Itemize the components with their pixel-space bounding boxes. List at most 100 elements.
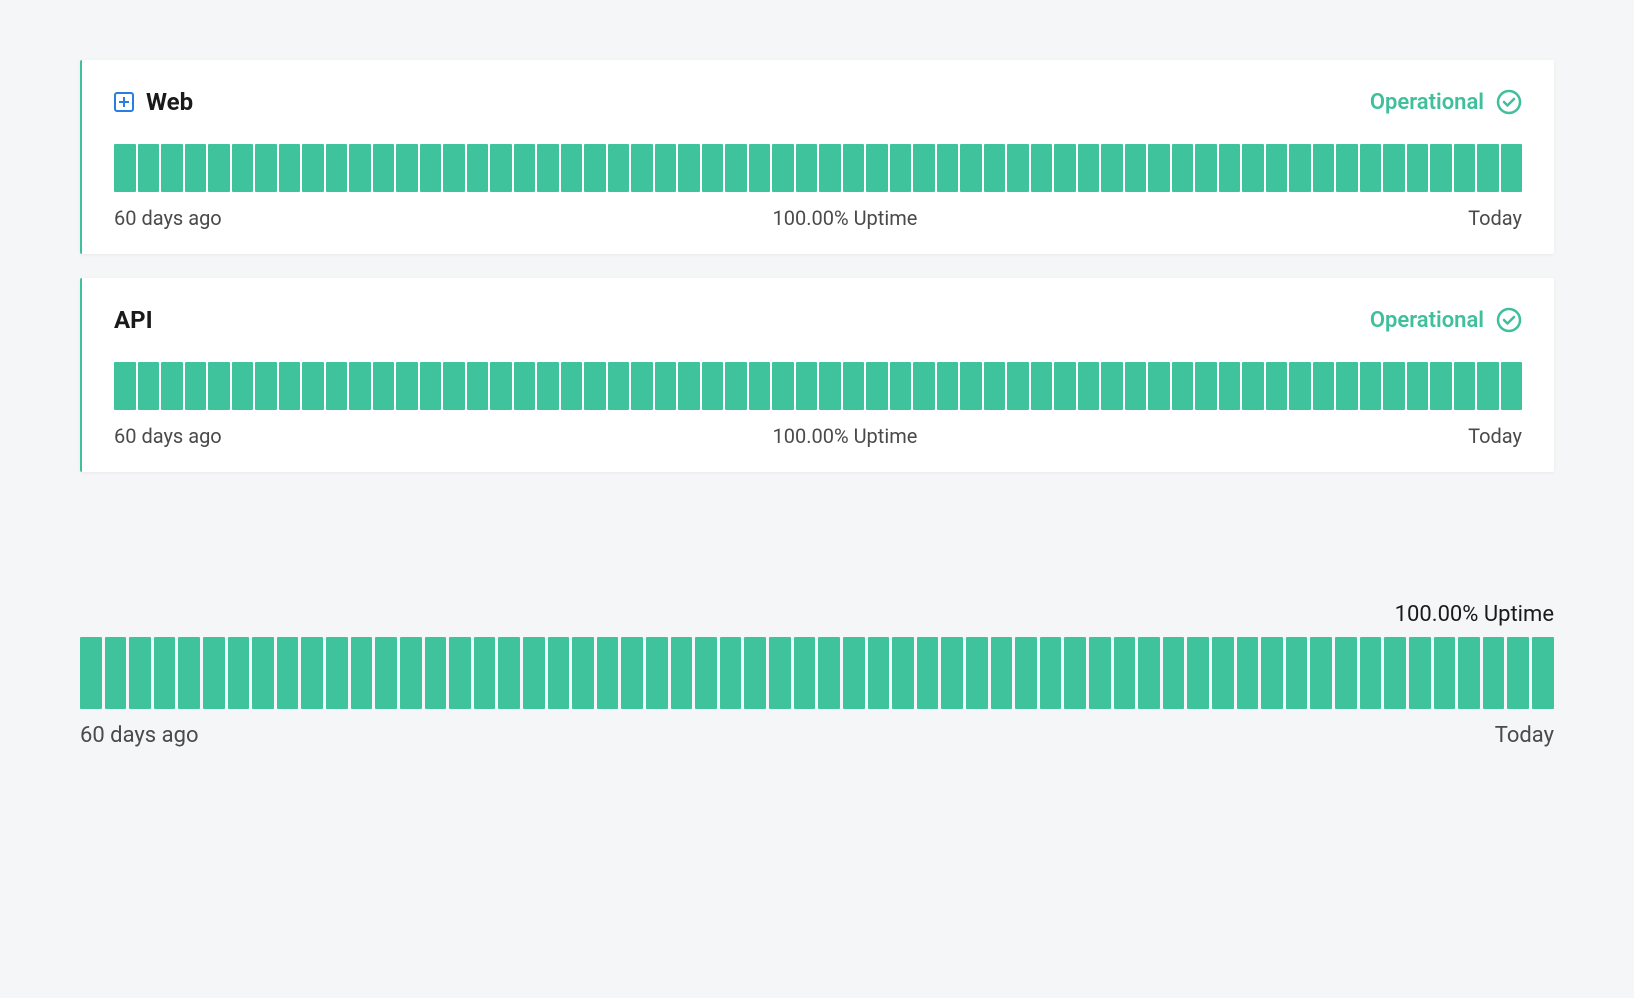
uptime-bar[interactable]: [302, 362, 324, 410]
uptime-bar[interactable]: [843, 362, 865, 410]
uptime-bar[interactable]: [138, 144, 160, 192]
uptime-bar[interactable]: [277, 637, 299, 709]
uptime-bar[interactable]: [819, 362, 841, 410]
uptime-bar[interactable]: [467, 362, 489, 410]
uptime-bar[interactable]: [984, 362, 1006, 410]
uptime-bar[interactable]: [537, 144, 559, 192]
uptime-bar[interactable]: [1125, 362, 1147, 410]
uptime-bar[interactable]: [725, 362, 747, 410]
uptime-bar[interactable]: [1313, 362, 1335, 410]
uptime-bar[interactable]: [1335, 637, 1357, 709]
uptime-bar[interactable]: [396, 362, 418, 410]
uptime-bar[interactable]: [255, 144, 277, 192]
uptime-bar[interactable]: [1031, 144, 1053, 192]
uptime-bar[interactable]: [301, 637, 323, 709]
uptime-bar[interactable]: [1336, 144, 1358, 192]
uptime-bar[interactable]: [514, 362, 536, 410]
uptime-bar[interactable]: [1237, 637, 1259, 709]
uptime-bar[interactable]: [772, 362, 794, 410]
uptime-bar[interactable]: [228, 637, 250, 709]
uptime-bar[interactable]: [420, 362, 442, 410]
uptime-bar[interactable]: [1430, 144, 1452, 192]
uptime-bar[interactable]: [1101, 362, 1123, 410]
uptime-bar[interactable]: [1434, 637, 1456, 709]
uptime-bar[interactable]: [1015, 637, 1037, 709]
uptime-bar[interactable]: [1125, 144, 1147, 192]
uptime-bar[interactable]: [843, 637, 865, 709]
uptime-bar[interactable]: [1289, 144, 1311, 192]
uptime-bar[interactable]: [161, 144, 183, 192]
uptime-bar[interactable]: [796, 144, 818, 192]
uptime-bar[interactable]: [443, 362, 465, 410]
uptime-bar[interactable]: [1430, 362, 1452, 410]
uptime-bar[interactable]: [561, 362, 583, 410]
uptime-bar[interactable]: [1407, 362, 1429, 410]
uptime-bar[interactable]: [1138, 637, 1160, 709]
uptime-bar[interactable]: [1501, 144, 1523, 192]
uptime-bar[interactable]: [1101, 144, 1123, 192]
uptime-bar[interactable]: [646, 637, 668, 709]
uptime-bar[interactable]: [420, 144, 442, 192]
uptime-bar[interactable]: [631, 362, 653, 410]
uptime-bar[interactable]: [584, 362, 606, 410]
uptime-bar[interactable]: [1384, 637, 1406, 709]
uptime-bar[interactable]: [1483, 637, 1505, 709]
uptime-bar[interactable]: [232, 144, 254, 192]
uptime-bar[interactable]: [1187, 637, 1209, 709]
uptime-bar[interactable]: [749, 362, 771, 410]
uptime-bar[interactable]: [890, 144, 912, 192]
uptime-bar[interactable]: [537, 362, 559, 410]
uptime-bar[interactable]: [960, 144, 982, 192]
uptime-bar[interactable]: [655, 362, 677, 410]
uptime-bar[interactable]: [1409, 637, 1431, 709]
uptime-bar[interactable]: [185, 144, 207, 192]
uptime-bar[interactable]: [1313, 144, 1335, 192]
uptime-bar[interactable]: [1407, 144, 1429, 192]
uptime-bar[interactable]: [749, 144, 771, 192]
uptime-bar[interactable]: [655, 144, 677, 192]
uptime-bar[interactable]: [991, 637, 1013, 709]
uptime-bar[interactable]: [1054, 362, 1076, 410]
uptime-bar[interactable]: [400, 637, 422, 709]
uptime-bar[interactable]: [279, 144, 301, 192]
uptime-bar[interactable]: [326, 362, 348, 410]
uptime-bar[interactable]: [744, 637, 766, 709]
uptime-bar[interactable]: [678, 362, 700, 410]
uptime-bar[interactable]: [1219, 362, 1241, 410]
uptime-bar[interactable]: [1007, 144, 1029, 192]
uptime-bar[interactable]: [1089, 637, 1111, 709]
uptime-bar[interactable]: [695, 637, 717, 709]
uptime-bar[interactable]: [1195, 362, 1217, 410]
uptime-bar[interactable]: [138, 362, 160, 410]
uptime-bar[interactable]: [678, 144, 700, 192]
uptime-bar[interactable]: [561, 144, 583, 192]
uptime-bar[interactable]: [1454, 144, 1476, 192]
uptime-bar[interactable]: [1172, 362, 1194, 410]
uptime-bar[interactable]: [1040, 637, 1062, 709]
uptime-bar[interactable]: [208, 144, 230, 192]
uptime-bar[interactable]: [1242, 362, 1264, 410]
uptime-bar[interactable]: [1172, 144, 1194, 192]
uptime-bar[interactable]: [279, 362, 301, 410]
uptime-bar[interactable]: [1078, 362, 1100, 410]
uptime-bar[interactable]: [373, 144, 395, 192]
uptime-bar[interactable]: [1242, 144, 1264, 192]
uptime-bar[interactable]: [1212, 637, 1234, 709]
uptime-bar[interactable]: [1078, 144, 1100, 192]
uptime-bar[interactable]: [1054, 144, 1076, 192]
uptime-bar[interactable]: [351, 637, 373, 709]
uptime-bar[interactable]: [913, 362, 935, 410]
uptime-bar[interactable]: [772, 144, 794, 192]
uptime-bar[interactable]: [937, 362, 959, 410]
uptime-bar[interactable]: [597, 637, 619, 709]
expand-icon[interactable]: [114, 92, 134, 112]
uptime-bar[interactable]: [608, 144, 630, 192]
uptime-bar[interactable]: [1507, 637, 1529, 709]
uptime-bar[interactable]: [621, 637, 643, 709]
uptime-bar[interactable]: [425, 637, 447, 709]
uptime-bar[interactable]: [1383, 144, 1405, 192]
uptime-bar[interactable]: [1266, 362, 1288, 410]
uptime-bar[interactable]: [208, 362, 230, 410]
uptime-bar[interactable]: [725, 144, 747, 192]
uptime-bar[interactable]: [443, 144, 465, 192]
